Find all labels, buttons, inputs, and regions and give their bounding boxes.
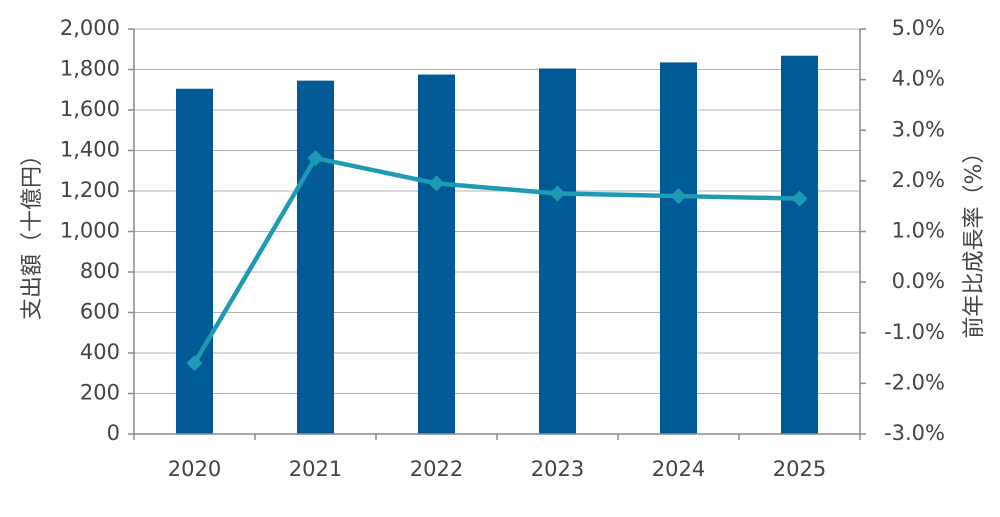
right-axis-tick-label: -3.0% <box>884 421 945 445</box>
right-axis-tick-labels: -3.0% -2.0% -1.0% 0.0% 1.0% 2.0% 3.0% 4.0% 5.0% <box>884 16 945 445</box>
left-axis-title: 支出額（十億円） <box>20 144 45 320</box>
x-axis-tick-label: 2025 <box>773 457 826 481</box>
left-axis-tick-label: 1,200 <box>60 178 120 202</box>
axes <box>128 28 866 440</box>
left-axis-tick-label: 1,400 <box>60 138 120 162</box>
growth-point <box>791 190 808 207</box>
left-axis-tick-label: 400 <box>80 340 120 364</box>
right-axis-tick-label: -2.0% <box>884 370 945 394</box>
x-axis-tick-label: 2021 <box>289 457 342 481</box>
x-axis-tick-label: 2024 <box>652 457 705 481</box>
right-axis-tick-label: 4.0% <box>892 67 945 91</box>
bar <box>297 80 334 434</box>
left-axis-tick-label: 600 <box>80 300 120 324</box>
left-axis-tick-label: 800 <box>80 259 120 283</box>
growth-line <box>192 155 800 365</box>
line-series <box>186 150 808 372</box>
growth-point <box>428 175 445 192</box>
right-axis-tick-label: -1.0% <box>884 320 945 344</box>
growth-point <box>186 355 203 372</box>
x-axis-tick-label: 2022 <box>410 457 463 481</box>
left-axis-tick-label: 0 <box>107 421 120 445</box>
right-axis-title: 前年比成長率（%） <box>962 142 987 339</box>
growth-point <box>670 188 687 205</box>
x-axis-tick-label: 2020 <box>168 457 221 481</box>
bar <box>418 74 455 434</box>
x-axis-tick-labels: 2020 2021 2022 2023 2024 2025 <box>168 457 826 481</box>
left-axis-tick-label: 2,000 <box>60 16 120 40</box>
left-axis-tick-labels: 0 200 400 600 800 1,000 1,200 1,400 1,600 1,800 2,… <box>60 16 120 445</box>
left-axis-tick-label: 1,000 <box>60 219 120 243</box>
right-axis-tick-label: 2.0% <box>892 168 945 192</box>
bar-series <box>176 55 818 435</box>
right-axis-tick-label: 3.0% <box>892 117 945 141</box>
growth-point <box>549 185 566 202</box>
bar <box>781 55 818 434</box>
growth-point <box>307 150 324 167</box>
x-axis-tick-label: 2023 <box>531 457 584 481</box>
gridlines <box>134 28 860 394</box>
right-axis-tick-label: 5.0% <box>892 16 945 40</box>
bar <box>660 62 697 434</box>
left-axis-tick-label: 1,600 <box>60 97 120 121</box>
bar <box>176 88 213 435</box>
bar <box>539 68 576 435</box>
left-axis-tick-label: 1,800 <box>60 57 120 81</box>
right-axis-tick-label: 0.0% <box>892 269 945 293</box>
right-axis-tick-label: 1.0% <box>892 219 945 243</box>
left-axis-tick-label: 200 <box>80 381 120 405</box>
